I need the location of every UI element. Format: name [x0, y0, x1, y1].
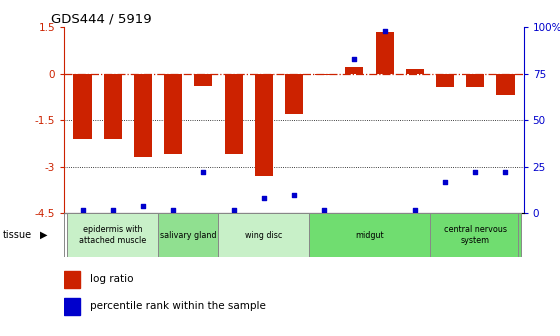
Point: [350, 56, 359, 61]
Point: [108, 207, 117, 212]
Bar: [64, 271, 81, 288]
Bar: [376, 32, 394, 74]
Bar: [406, 69, 424, 74]
Text: epidermis with
attached muscle: epidermis with attached muscle: [79, 225, 146, 245]
Text: percentile rank within the sample: percentile rank within the sample: [90, 301, 265, 311]
Text: midgut: midgut: [355, 231, 384, 240]
Text: salivary gland: salivary gland: [160, 231, 217, 240]
Bar: [194, 74, 212, 86]
Text: central nervous
system: central nervous system: [444, 225, 507, 245]
Point: [471, 170, 480, 175]
Bar: [104, 74, 122, 139]
Point: [138, 203, 147, 209]
Point: [410, 207, 419, 212]
Bar: [285, 74, 303, 114]
Text: log ratio: log ratio: [90, 274, 133, 284]
Point: [229, 207, 238, 212]
Bar: [67, 213, 158, 257]
Point: [441, 179, 450, 184]
Text: ▶: ▶: [40, 230, 48, 240]
Point: [169, 207, 178, 212]
Bar: [134, 74, 152, 157]
Bar: [309, 213, 430, 257]
Text: GDS444 / 5919: GDS444 / 5919: [50, 13, 151, 26]
Bar: [218, 213, 309, 257]
Text: wing disc: wing disc: [245, 231, 282, 240]
Bar: [158, 213, 218, 257]
Bar: [225, 74, 242, 154]
Point: [320, 207, 329, 212]
Point: [380, 28, 389, 33]
Bar: [466, 74, 484, 87]
Bar: [255, 74, 273, 176]
Point: [199, 170, 208, 175]
Point: [290, 192, 298, 198]
Point: [78, 207, 87, 212]
Bar: [164, 74, 182, 154]
Bar: [73, 74, 92, 139]
Bar: [436, 74, 454, 87]
Bar: [315, 74, 333, 75]
Bar: [64, 298, 81, 315]
Bar: [430, 213, 521, 257]
Point: [501, 170, 510, 175]
Point: [259, 196, 268, 201]
Text: tissue: tissue: [3, 230, 32, 240]
Bar: [346, 67, 363, 74]
Bar: [496, 74, 515, 95]
